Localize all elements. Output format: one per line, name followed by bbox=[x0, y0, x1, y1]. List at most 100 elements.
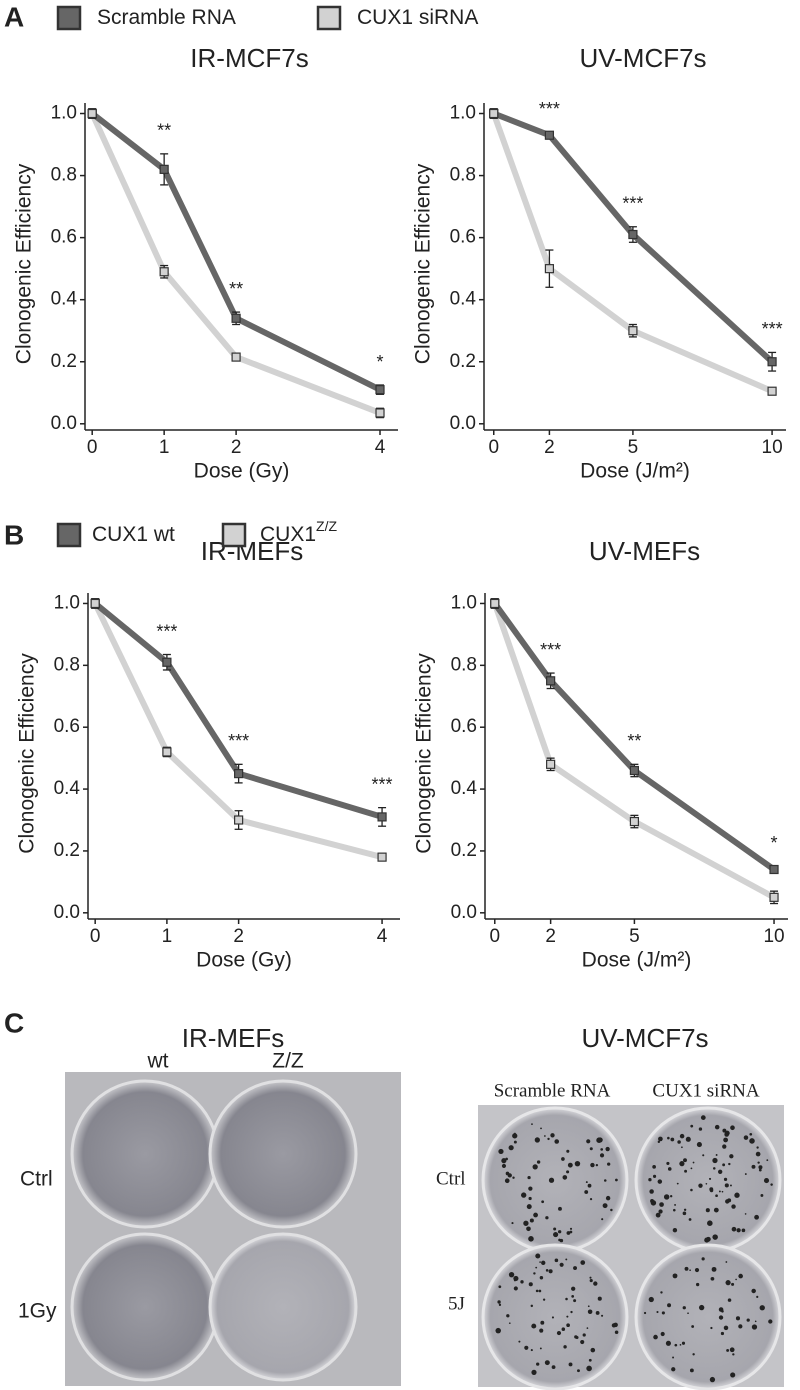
colony bbox=[601, 1314, 604, 1317]
colony bbox=[559, 1262, 564, 1267]
colony bbox=[586, 1365, 592, 1372]
y-tick-label: 0.8 bbox=[451, 654, 477, 675]
dish bbox=[634, 1243, 782, 1390]
colony bbox=[508, 1145, 514, 1151]
x-tick-label: 0 bbox=[489, 926, 500, 947]
colony bbox=[691, 1325, 695, 1328]
colony bbox=[715, 1154, 718, 1156]
photo-left bbox=[65, 1072, 401, 1386]
colony bbox=[718, 1190, 721, 1193]
significance: *** bbox=[156, 621, 177, 641]
point bbox=[159, 164, 169, 174]
colony bbox=[566, 1323, 570, 1328]
y-tick-label: 0.0 bbox=[451, 902, 477, 923]
colony bbox=[590, 1347, 596, 1353]
colony bbox=[690, 1124, 694, 1128]
colony bbox=[724, 1326, 727, 1328]
y-axis-label: Clonogenic Efficiency bbox=[413, 653, 436, 854]
point bbox=[767, 357, 777, 367]
colony bbox=[672, 1227, 678, 1233]
colony bbox=[548, 1177, 555, 1183]
panel-label: B bbox=[4, 519, 24, 550]
colony bbox=[766, 1159, 769, 1162]
colony bbox=[648, 1178, 652, 1182]
colony bbox=[758, 1165, 763, 1170]
colony bbox=[672, 1356, 675, 1359]
colony bbox=[589, 1279, 593, 1283]
colony bbox=[512, 1176, 515, 1179]
legend-swatch bbox=[56, 5, 82, 31]
y-tick-label: 0.8 bbox=[450, 165, 476, 186]
colony bbox=[550, 1133, 555, 1138]
chart-title: IR-MCF7s bbox=[190, 43, 308, 73]
x-tick-label: 1 bbox=[159, 437, 170, 458]
colony bbox=[728, 1162, 731, 1166]
colony bbox=[544, 1135, 546, 1137]
significance: *** bbox=[228, 731, 249, 751]
point bbox=[375, 385, 385, 395]
point bbox=[546, 759, 556, 769]
colony bbox=[501, 1163, 507, 1168]
column-label: wt bbox=[147, 1050, 169, 1073]
colony bbox=[595, 1163, 599, 1167]
colony bbox=[663, 1194, 670, 1200]
colony bbox=[536, 1160, 541, 1164]
row-label: Ctrl bbox=[436, 1168, 466, 1189]
significance: ** bbox=[229, 279, 243, 299]
colony bbox=[660, 1331, 665, 1337]
colony bbox=[580, 1260, 586, 1265]
colony bbox=[539, 1261, 541, 1263]
x-axis-label: Dose (Gy) bbox=[196, 949, 292, 972]
x-tick-label: 2 bbox=[545, 926, 556, 947]
x-tick-label: 0 bbox=[90, 926, 101, 947]
colony bbox=[666, 1161, 670, 1165]
y-tick-label: 0.4 bbox=[451, 778, 478, 799]
colony bbox=[731, 1204, 736, 1209]
colony bbox=[712, 1157, 718, 1164]
colony bbox=[595, 1311, 600, 1315]
colony bbox=[729, 1154, 734, 1159]
colony bbox=[707, 1220, 713, 1226]
colony bbox=[508, 1271, 515, 1278]
colony bbox=[677, 1140, 681, 1144]
y-tick-label: 0.0 bbox=[54, 902, 80, 923]
colony bbox=[600, 1148, 604, 1151]
y-tick-label: 1.0 bbox=[54, 592, 80, 613]
series-line bbox=[93, 601, 383, 820]
colony bbox=[732, 1353, 735, 1356]
colony bbox=[681, 1146, 683, 1149]
colony bbox=[585, 1181, 588, 1184]
colony bbox=[513, 1279, 517, 1282]
point bbox=[231, 352, 241, 362]
colony bbox=[658, 1209, 663, 1214]
legend-entry: CUX1Z/Z bbox=[260, 518, 337, 546]
colony bbox=[710, 1326, 713, 1330]
colony bbox=[757, 1161, 760, 1164]
colony bbox=[713, 1167, 716, 1170]
colony bbox=[695, 1282, 700, 1287]
point bbox=[769, 892, 779, 902]
colony bbox=[718, 1169, 723, 1174]
colony bbox=[727, 1298, 732, 1302]
x-tick-label: 4 bbox=[377, 926, 388, 947]
colony bbox=[539, 1347, 542, 1350]
colony bbox=[528, 1196, 532, 1201]
colony bbox=[763, 1178, 770, 1184]
series-line bbox=[490, 112, 774, 394]
legend-entry: CUX1 wt bbox=[92, 523, 175, 546]
colony bbox=[736, 1228, 741, 1233]
colony bbox=[701, 1257, 705, 1261]
colony bbox=[504, 1178, 510, 1184]
colony bbox=[529, 1218, 534, 1223]
colonies bbox=[495, 1115, 773, 1383]
colony bbox=[548, 1269, 553, 1274]
colony bbox=[533, 1272, 536, 1275]
colony bbox=[528, 1282, 533, 1287]
y-tick-label: 0.4 bbox=[51, 289, 78, 310]
colony bbox=[714, 1124, 720, 1130]
colony bbox=[710, 1276, 715, 1281]
colony bbox=[541, 1200, 545, 1204]
colony bbox=[667, 1136, 670, 1140]
colony bbox=[723, 1137, 729, 1143]
